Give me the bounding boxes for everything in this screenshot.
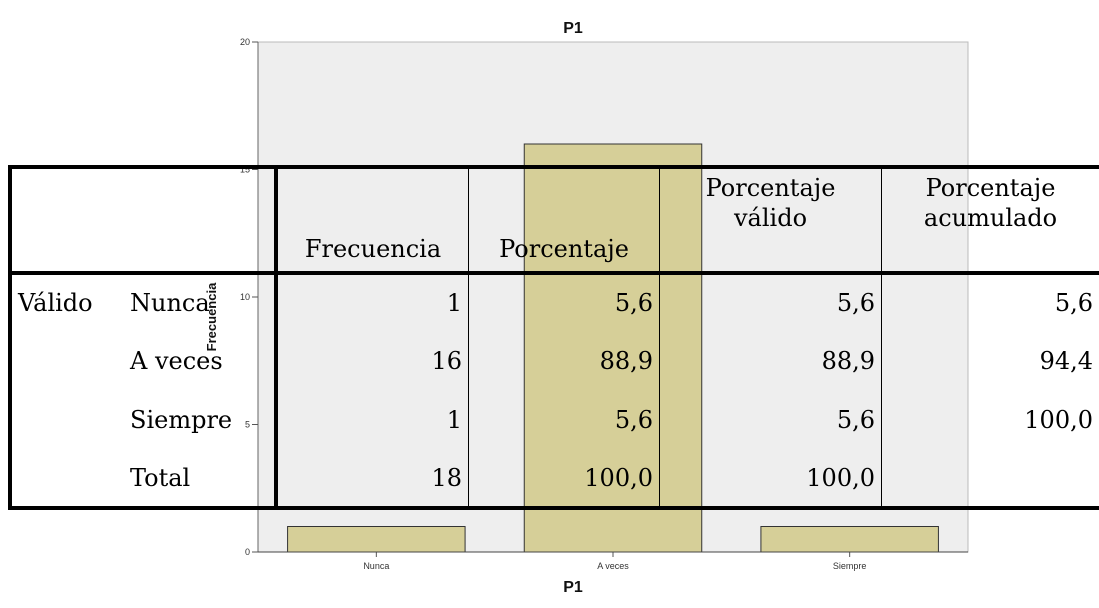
header-porcentaje-valido: Porcentaje válido [659, 167, 882, 273]
cell-porcentaje: 5,6 [468, 273, 660, 332]
cell-porcentaje: 100,0 [468, 449, 660, 508]
header-empty-cell [124, 167, 278, 273]
header-empty-cell [10, 167, 124, 273]
group-cell [10, 332, 124, 391]
x-axis: Nunca A veces Siempre [258, 551, 968, 571]
cell-porcentaje-acumulado: 94,4 [1039, 347, 1093, 376]
cell-porcentaje-valido: 5,6 [659, 390, 882, 450]
cell-frecuencia: 16 [276, 331, 469, 391]
x-axis-title: P1 [563, 579, 583, 596]
y-tick-label: 0 [245, 547, 250, 557]
chart-title: P1 [563, 20, 583, 37]
group-label-valido: Válido [18, 289, 93, 318]
bar [760, 526, 939, 553]
table-row: Siempre 1 5,6 5,6 100,0 [10, 390, 1099, 450]
group-cell [10, 449, 124, 508]
cell-frecuencia: 1 [276, 273, 469, 332]
cell-porcentaje-acumulado: 100,0 [1024, 405, 1093, 434]
header-frecuencia: Frecuencia [276, 167, 469, 273]
cell-porcentaje-valido: 88,9 [659, 331, 882, 391]
table-row: Total 18 100,0 100,0 [10, 449, 1099, 508]
cell-porcentaje-acumulado [882, 449, 1099, 508]
x-tick-label: Siempre [833, 561, 867, 571]
cell-frecuencia: 18 [276, 449, 469, 508]
cell-porcentaje: 88,9 [468, 331, 660, 391]
cell-porcentaje-acumulado: 5,6 [1054, 289, 1093, 318]
table-row: Válido Nunca 1 5,6 5,6 5,6 [10, 273, 1099, 332]
cell-porcentaje-valido: 5,6 [659, 273, 882, 332]
y-tick-label: 20 [240, 37, 250, 47]
header-porcentaje: Porcentaje [468, 167, 660, 273]
table-row: A veces 16 88,9 88,9 94,4 [10, 331, 1099, 391]
header-porcentaje-acumulado: Porcentaje acumulado [923, 174, 1058, 232]
x-tick-label: Nunca [363, 561, 389, 571]
cell-porcentaje-valido: 100,0 [659, 449, 882, 508]
frequency-table: Frecuencia Porcentaje Porcentaje válido … [8, 165, 1099, 510]
row-label: Total [124, 449, 278, 508]
x-tick-label: A veces [597, 561, 629, 571]
bar [287, 526, 466, 553]
group-cell [10, 391, 124, 450]
row-label: A veces [124, 331, 278, 391]
cell-porcentaje: 5,6 [468, 390, 660, 450]
row-label: Siempre [124, 390, 278, 450]
table-header-row: Frecuencia Porcentaje Porcentaje válido … [10, 167, 1099, 273]
cell-frecuencia: 1 [276, 390, 469, 450]
row-label: Nunca [124, 273, 278, 332]
